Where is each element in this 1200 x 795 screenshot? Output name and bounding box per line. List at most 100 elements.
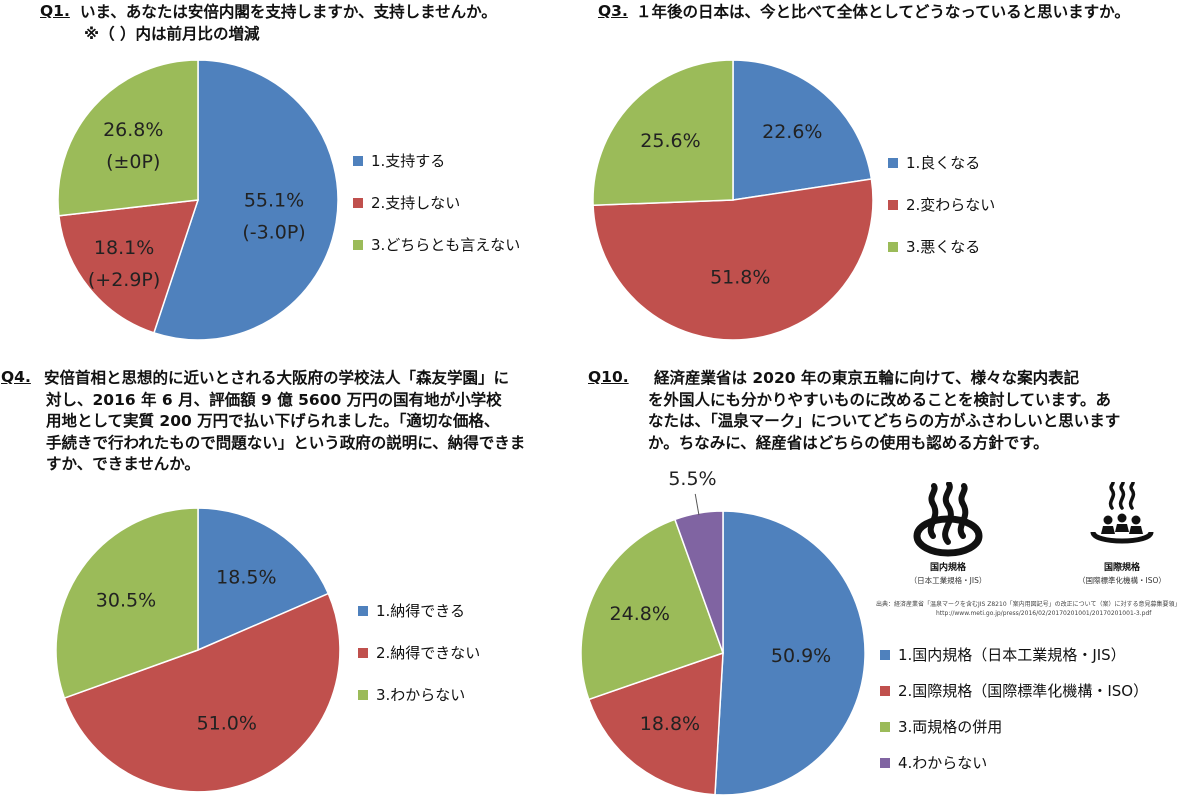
legend-swatch-green	[358, 689, 368, 700]
q1-value-label: 26.8%	[103, 119, 163, 141]
q1-slice-3	[57, 59, 199, 217]
q4-slice-3	[55, 507, 199, 700]
q1-change-label: (±0P)	[106, 151, 160, 173]
legend-swatch-green	[880, 721, 890, 732]
onsen-international-caption: 国際規格	[1103, 563, 1140, 573]
q1-pie: 55.1% (-3.0P) 18.1% (+2.9P) 26.8% (±0P)	[57, 59, 339, 341]
q10-value-label: 50.9%	[771, 645, 831, 667]
q10-slice-1	[714, 510, 866, 795]
q3-number: Q3.	[598, 2, 628, 20]
q4-value-label: 30.5%	[96, 589, 156, 611]
q10-question: 経済産業省は 2020 年の東京五輪に向けて、様々な案内表記 を外国人にも分かり…	[648, 368, 1168, 454]
legend-label: 1.良くなる	[906, 154, 981, 172]
q1-slice-2	[58, 199, 200, 334]
onsen-international-icon	[1090, 480, 1154, 544]
legend-item: 2.納得できない	[358, 642, 480, 663]
q4-number: Q4.	[1, 368, 31, 386]
q3-slice-2	[592, 178, 874, 341]
q10-question-line: なたは、「温泉マーク」についてどちらの方がふさわしいと思います	[648, 412, 1121, 430]
legend-label: 2.変わらない	[906, 196, 996, 214]
q4-question-line: すか、できませんか。	[46, 455, 200, 473]
legend-label: 4.わからない	[898, 754, 988, 772]
q10-slice-3	[580, 518, 724, 701]
q4-value-label: 51.0%	[197, 713, 257, 735]
q4-question-line: 対し、2016 年 6 月、評価額 9 億 5600 万円の国有地が小学校	[46, 390, 502, 409]
q4-question-line: 手続きで行われたもので問題ない」という政府の説明に、納得できま	[46, 433, 526, 452]
legend-item: 1.良くなる	[888, 152, 980, 173]
legend-label: 3.両規格の併用	[898, 718, 1003, 736]
onsen-international-sub: （国際標準化機構・ISO）	[1078, 576, 1166, 585]
legend-item: 1.国内規格（日本工業規格・JIS）	[880, 644, 1126, 665]
q1-value-label: 18.1%	[94, 237, 154, 259]
legend-label: 2.支持しない	[371, 194, 461, 212]
onsen-mark-international: 国際規格 （国際標準化機構・ISO）	[1064, 480, 1180, 586]
q4-question-line: 安倍首相と思想的に近いとされる大阪府の学校法人「森友学園」に	[44, 369, 510, 387]
legend-item: 1.支持する	[353, 150, 445, 171]
legend-item: 3.どちらとも言えない	[353, 234, 520, 255]
onsen-domestic-icon	[913, 481, 983, 557]
legend-item: 2.変わらない	[888, 194, 995, 215]
q10-question-line: を外国人にも分かりやすいものに改めることを検討しています。あ	[648, 390, 1111, 409]
legend-swatch-green	[888, 241, 898, 252]
q3-pie: 22.6% 51.8% 25.6%	[592, 59, 874, 341]
q1-value-label: 55.1%	[244, 189, 304, 211]
legend-item: 3.悪くなる	[888, 236, 980, 257]
q4-slice-1	[197, 507, 330, 652]
legend-swatch-blue	[353, 155, 363, 166]
q10-value-label: 18.8%	[640, 713, 700, 735]
legend-item: 4.わからない	[880, 752, 987, 773]
source-url: http://www.meti.go.jp/press/2016/02/2017…	[936, 610, 1152, 617]
legend-swatch-green	[353, 239, 363, 250]
legend-swatch-red	[358, 647, 368, 658]
q4-value-label: 18.5%	[216, 566, 276, 588]
q1-note: ※（ ）内は前月比の増減	[84, 25, 260, 43]
q10-question-line: 経済産業省は 2020 年の東京五輪に向けて、様々な案内表記	[654, 369, 1080, 387]
legend-item: 2.支持しない	[353, 192, 460, 213]
q1-question: いま、あなたは安倍内閣を支持しますか、支持しませんか。	[80, 3, 497, 21]
q10-number: Q10.	[588, 368, 629, 386]
legend-swatch-blue	[888, 157, 898, 168]
legend-swatch-blue	[880, 649, 890, 660]
q10-question-line: か。ちなみに、経産省はどちらの使用も認める方針です。	[648, 433, 1049, 452]
q1-slice-1	[152, 59, 339, 341]
legend-item: 1.納得できる	[358, 600, 465, 621]
legend-label: 3.わからない	[376, 686, 466, 704]
q10-value-label: 24.8%	[610, 603, 670, 625]
q4-question: 安倍首相と思想的に近いとされる大阪府の学校法人「森友学園」に 対し、2016 年…	[44, 368, 564, 476]
legend-label: 2.国際規格（国際標準化機構・ISO）	[898, 682, 1149, 700]
onsen-domestic-caption: 国内規格	[929, 563, 966, 573]
q4-pie: 18.5% 51.0% 30.5%	[55, 507, 341, 793]
q1-change-label: (-3.0P)	[242, 221, 305, 243]
q4-slice-2	[63, 592, 341, 793]
legend-label: 3.悪くなる	[906, 238, 981, 256]
q3-slice-1	[732, 59, 873, 201]
source-citation: 出典：経済産業省「温泉マークを含むJIS Z8210「案内用図記号」の改正につい…	[876, 600, 1180, 618]
q4-question-line: 用地として実質 200 万円で払い下げられました。「適切な価格、	[46, 412, 500, 430]
source-line: 出典：経済産業省「温泉マークを含むJIS Z8210「案内用図記号」の改正につい…	[876, 601, 1181, 608]
legend-swatch-red	[353, 197, 363, 208]
legend-item: 3.両規格の併用	[880, 716, 1002, 737]
legend-label: 2.納得できない	[376, 644, 481, 662]
onsen-mark-domestic: 国内規格 （日本工業規格・JIS）	[888, 481, 1008, 586]
q10-pie: 50.9% 18.8% 24.8% 5.5%	[580, 468, 866, 795]
legend-label: 1.国内規格（日本工業規格・JIS）	[898, 646, 1126, 664]
legend-label: 3.どちらとも言えない	[371, 236, 521, 254]
q3-value-label: 25.6%	[640, 130, 700, 152]
q3-slice-3	[592, 59, 734, 207]
legend-item: 2.国際規格（国際標準化機構・ISO）	[880, 680, 1148, 701]
q10-value-label: 5.5%	[668, 468, 716, 490]
legend-label: 1.支持する	[371, 152, 446, 170]
legend-swatch-red	[888, 199, 898, 210]
legend-swatch-red	[880, 685, 890, 696]
legend-swatch-purple	[880, 757, 890, 768]
q3-question: １年後の日本は、今と比べて全体としてどうなっていると思いますか。	[636, 3, 1130, 21]
q1-number: Q1.	[40, 2, 70, 20]
q3-value-label: 51.8%	[710, 267, 770, 289]
legend-swatch-blue	[358, 605, 368, 616]
legend-label: 1.納得できる	[376, 602, 466, 620]
q10-leader-line	[694, 493, 700, 516]
q1-change-label: (+2.9P)	[88, 269, 160, 291]
onsen-domestic-sub: （日本工業規格・JIS）	[909, 576, 987, 585]
q3-value-label: 22.6%	[762, 121, 822, 143]
